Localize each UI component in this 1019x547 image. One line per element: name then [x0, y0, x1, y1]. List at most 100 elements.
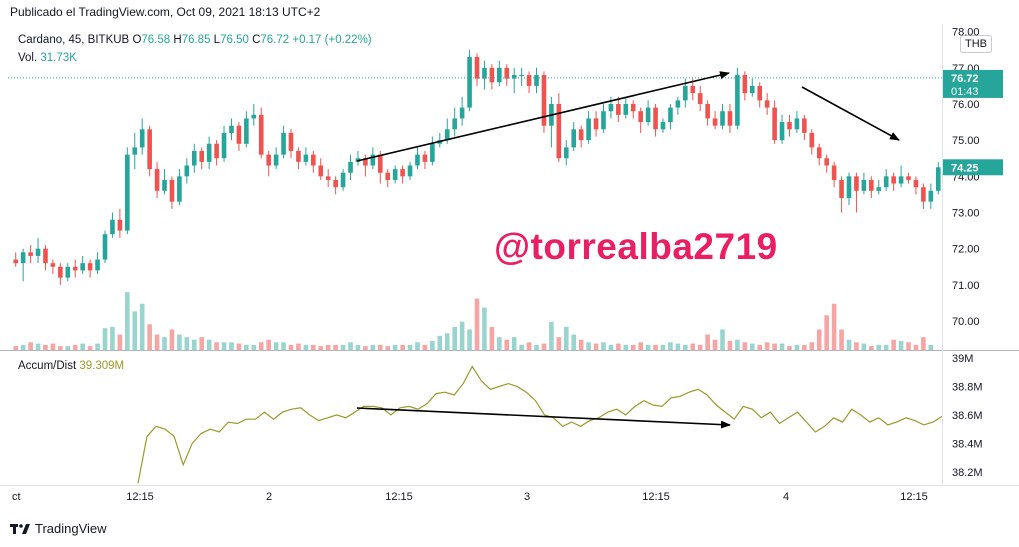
candle-body	[258, 114, 264, 155]
volume-bar	[563, 326, 569, 350]
price-tick-label: 76.00	[952, 99, 980, 111]
candle-body	[683, 85, 688, 101]
volume-bar	[824, 315, 829, 350]
candle-body	[668, 107, 673, 123]
candle-body	[854, 176, 859, 191]
volume-bar	[65, 346, 71, 350]
candle-body	[645, 107, 651, 123]
volume-bar	[757, 344, 763, 350]
candle-body	[883, 176, 889, 188]
price-tick-label: 71.00	[952, 280, 980, 292]
volume-bars	[13, 292, 934, 350]
candle-body	[690, 85, 696, 94]
volume-bar	[906, 342, 911, 350]
volume-bar	[913, 344, 919, 350]
volume-bar	[214, 342, 219, 350]
candle-body	[244, 118, 249, 144]
volume-bar	[623, 344, 629, 350]
symbol-name[interactable]: Cardano, 45, BITKUB	[18, 34, 130, 46]
candle-body	[459, 107, 465, 119]
last-price-tag	[943, 69, 1003, 98]
candle-body	[333, 179, 338, 188]
accum-dist-line	[137, 365, 943, 484]
candle-body	[236, 125, 242, 144]
volume-bar	[102, 328, 108, 350]
time-tick-label: 12:15	[385, 491, 413, 503]
volume-bar	[831, 303, 837, 350]
volume-bar	[139, 303, 145, 350]
volume-bar	[58, 346, 63, 350]
time-tick-label: ct	[12, 491, 21, 503]
volume-bar	[735, 339, 740, 350]
candle-body	[497, 67, 502, 83]
candle-body	[749, 85, 755, 94]
currency-badge[interactable]: THB	[960, 35, 992, 53]
volume-bar	[645, 344, 651, 350]
time-tick-label: 4	[783, 491, 789, 503]
candle-body	[28, 252, 33, 256]
candle-body	[906, 176, 911, 180]
candle-body	[311, 154, 316, 166]
volume-bar	[28, 342, 33, 350]
candle-body	[705, 103, 710, 119]
indicator-label[interactable]: Accum/Dist	[18, 360, 77, 372]
candle-body	[296, 151, 301, 162]
volume-bar	[497, 337, 502, 350]
volume-bar	[511, 337, 517, 350]
volume-bar	[35, 343, 41, 350]
author-watermark: @torrealba2719	[494, 226, 778, 267]
candle-body	[474, 56, 480, 79]
volume-bar	[288, 344, 294, 350]
price-tick-label: 78.00	[952, 27, 980, 39]
candle-body	[266, 154, 271, 166]
candle-body	[534, 75, 539, 86]
candle-body	[660, 122, 666, 130]
candle-body	[162, 179, 167, 191]
candle-body	[154, 169, 160, 191]
candle-body	[400, 169, 405, 177]
candle-body	[467, 56, 472, 108]
volume-bar	[87, 346, 93, 350]
volume-bar	[125, 292, 130, 350]
volume-bar	[601, 342, 606, 350]
candle-body	[370, 154, 376, 166]
volume-bar	[712, 339, 718, 350]
candle-body	[363, 158, 368, 166]
volume-bar	[675, 343, 681, 350]
volume-bar	[430, 341, 435, 350]
volume-legend: Vol. 31.73K	[18, 52, 77, 64]
candle-body	[511, 75, 517, 79]
candle-body	[95, 259, 100, 271]
volume-bar	[169, 329, 175, 350]
volume-bar	[742, 342, 748, 350]
candle-body	[757, 85, 763, 101]
candle-body	[303, 154, 309, 162]
candle-body	[80, 263, 85, 271]
ad-divergence-arrow	[356, 407, 731, 429]
volume-bar	[749, 343, 755, 350]
candle-body	[824, 158, 829, 166]
candle-body	[846, 176, 852, 199]
candle-body	[281, 132, 286, 155]
volume-bar	[586, 342, 591, 350]
volume-bar	[616, 343, 621, 350]
volume-bar	[608, 344, 614, 350]
candle-body	[675, 100, 681, 108]
volume-bar	[251, 344, 257, 350]
volume-bar	[72, 344, 78, 350]
volume-bar	[273, 342, 279, 350]
candle-body	[422, 154, 428, 162]
published-header: Publicado el TradingView.com, Oct 09, 20…	[10, 5, 321, 19]
volume-bar	[571, 334, 577, 350]
accum-dist-plot	[137, 365, 943, 484]
candle-body	[653, 107, 658, 130]
current-price-tag	[943, 159, 1003, 176]
volume-bar	[20, 344, 26, 350]
volume-bar	[80, 343, 85, 350]
volume-bar	[683, 344, 688, 350]
symbol-legend: Cardano, 45, BITKUB O76.58 H76.85 L76.50…	[18, 34, 372, 46]
time-tick-label: 12:15	[642, 491, 670, 503]
tradingview-logo[interactable]: TradingView	[10, 521, 107, 536]
candle-body	[377, 154, 383, 173]
